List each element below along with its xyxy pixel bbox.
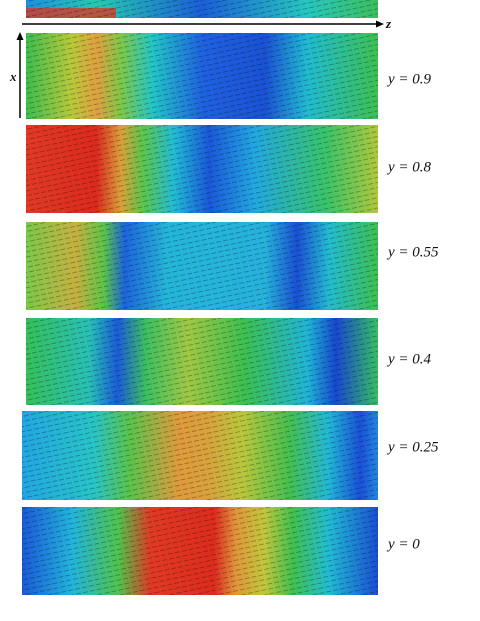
panel-label: y = 0.25: [386, 439, 439, 455]
field-panel: y = 0.9: [26, 33, 432, 119]
field-panel: y = 0.55: [26, 222, 439, 310]
panel-label: y = 0.55: [386, 244, 439, 260]
x-label: x: [9, 69, 17, 84]
field-panel: y = 0.8: [26, 125, 432, 213]
z-label: z: [385, 16, 392, 31]
vector-overlay: [22, 507, 378, 595]
panel-label: y = 0.4: [386, 351, 432, 367]
panels: y = 0.9 y = 0.8 y = 0.55 y = 0.4 y = 0.25 y =…: [22, 33, 439, 595]
top-panel: [26, 0, 378, 18]
panel-label: y = 0.9: [386, 71, 432, 87]
panel-label: y = 0.8: [386, 159, 432, 175]
vector-overlay: [26, 318, 378, 405]
panel-label: y = 0: [386, 536, 420, 552]
vector-overlay: [22, 411, 378, 500]
field-panel: y = 0.4: [26, 318, 432, 405]
field-panel: y = 0: [22, 507, 420, 595]
vector-overlay: [26, 33, 378, 119]
vector-overlay: [26, 125, 378, 213]
x-arrow: [16, 32, 24, 40]
field-panel: y = 0.25: [22, 411, 439, 500]
z-arrow: [376, 20, 384, 28]
vector-overlay: [26, 222, 378, 310]
